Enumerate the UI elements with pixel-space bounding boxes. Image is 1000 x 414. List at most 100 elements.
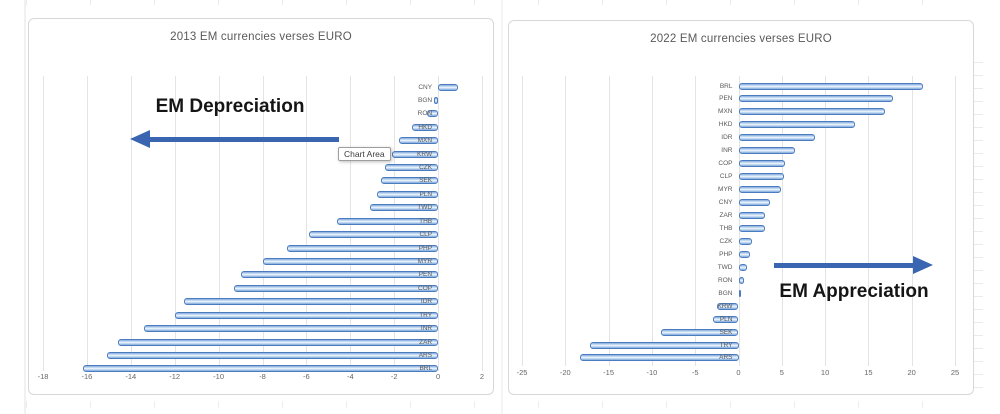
sheet-gridline [501, 0, 503, 414]
chart-2013[interactable]: 2013 EM currencies verses EURO -18 -16 -14… [28, 18, 494, 395]
category-label-twd: TWD [417, 204, 433, 212]
category-label-bgn: BGN [718, 289, 733, 297]
bar-cop[interactable] [234, 284, 439, 292]
bar-try[interactable] [174, 311, 439, 319]
x-axis-tick-label: -6 [303, 372, 310, 381]
bar-bgn[interactable] [433, 96, 439, 104]
x-axis-tick-label: 20 [907, 368, 916, 377]
gridline [174, 76, 176, 371]
x-axis-tick-label: 25 [950, 368, 960, 377]
bar-sek[interactable] [381, 177, 439, 185]
plot-area: -25 -20 -15 -10 -5 0 5 10 15 20 25 BRL PEN MXN HKD IDR I… [517, 76, 959, 377]
category-label-inr: INR [420, 325, 433, 333]
bar-php[interactable] [738, 250, 750, 258]
category-label-pen: PEN [719, 95, 733, 103]
bar-krw[interactable] [392, 150, 439, 158]
bar-idr[interactable] [183, 298, 439, 306]
x-axis-tick-label: -5 [691, 368, 699, 377]
category-label-pln: PLN [419, 190, 433, 198]
gridline [651, 76, 653, 366]
bar-myr[interactable] [738, 186, 781, 194]
gridline [738, 76, 740, 366]
category-label-try: TRY [719, 341, 733, 349]
bar-cny[interactable] [438, 83, 458, 91]
bar-czk[interactable] [385, 164, 439, 171]
category-label-thb: THB [419, 217, 433, 225]
bar-brl[interactable] [82, 365, 439, 373]
bar-clp[interactable] [738, 173, 785, 181]
category-label-ron: RON [417, 110, 433, 118]
gridline [695, 76, 697, 366]
bar-cny[interactable] [738, 199, 770, 206]
category-label-sek: SEK [719, 328, 733, 336]
bar-mxn[interactable] [398, 137, 439, 145]
right-arrow-head [913, 256, 933, 274]
bar-pen[interactable] [240, 271, 438, 279]
bar-cop[interactable] [738, 160, 786, 168]
bar-zar[interactable] [117, 338, 439, 346]
bar-hkd[interactable] [411, 123, 439, 131]
bar-php[interactable] [286, 244, 439, 252]
plot-area: -18 -16 -14 -12 -10 -8 -6 -4 -2 0 2 CNY BGN RON HKD MXN… [38, 76, 484, 381]
chart-title: 2013 EM currencies verses EURO [170, 31, 352, 43]
bar-ron[interactable] [427, 110, 439, 118]
left-arrow-head [130, 130, 150, 148]
bar-hkd[interactable] [738, 121, 856, 129]
bar-inr[interactable] [144, 325, 439, 333]
x-axis-tick-label: 0 [436, 372, 441, 381]
category-label-myr: MYR [718, 186, 733, 194]
bar-idr[interactable] [738, 134, 815, 142]
category-label-ars: ARS [719, 354, 733, 362]
category-label-bgn: BGN [418, 96, 433, 104]
category-label-zar: ZAR [419, 338, 433, 346]
bar-krw[interactable] [716, 302, 739, 310]
gridline [482, 76, 483, 371]
category-label-thb: THB [719, 224, 733, 232]
sheet-gridline [24, 0, 26, 414]
gridline [565, 76, 567, 366]
category-label-idr: IDR [420, 298, 433, 306]
gridline [608, 76, 610, 366]
gridline [218, 76, 220, 371]
gridline [911, 76, 913, 366]
bar-ars[interactable] [580, 354, 739, 362]
bar-pln[interactable] [713, 315, 739, 323]
bar-thb[interactable] [337, 217, 439, 225]
category-label-hkd: HKD [418, 123, 433, 131]
gridline [955, 76, 956, 366]
bar-ars[interactable] [106, 351, 439, 359]
bar-ron[interactable] [738, 276, 744, 284]
x-axis-tick-label: -16 [81, 372, 93, 381]
x-axis-tick-label: -2 [390, 372, 398, 381]
bar-bgn[interactable] [738, 289, 741, 297]
bar-clp[interactable] [308, 231, 439, 239]
category-label-clp: CLP [419, 231, 433, 239]
bar-twd[interactable] [738, 263, 748, 271]
x-axis-tick-label: -12 [169, 372, 181, 381]
bar-myr[interactable] [262, 258, 439, 265]
bar-twd[interactable] [370, 204, 439, 212]
bar-try[interactable] [589, 341, 739, 349]
bar-inr[interactable] [738, 147, 795, 155]
annotation-em-depreciation: EM Depreciation [155, 96, 305, 117]
chart-2022[interactable]: 2022 EM currencies verses EURO -25 -20 -15… [508, 20, 974, 395]
gridline [86, 76, 88, 371]
bar-pln[interactable] [376, 190, 439, 198]
bar-thb[interactable] [738, 224, 765, 232]
bar-czk[interactable] [738, 237, 752, 245]
bar-zar[interactable] [738, 212, 765, 219]
category-label-cny: CNY [718, 199, 733, 206]
bar-pen[interactable] [738, 95, 893, 103]
gridline [262, 76, 264, 371]
x-axis-tick-label: -14 [125, 372, 137, 381]
bar-mxn[interactable] [738, 108, 885, 116]
bar-sek[interactable] [661, 328, 739, 336]
category-label-mxn: MXN [417, 137, 433, 145]
sheet-gridline-dashes [26, 0, 986, 5]
category-label-clp: CLP [719, 173, 733, 181]
category-label-myr: MYR [417, 258, 433, 265]
x-axis-tick-label: -10 [213, 372, 225, 381]
bar-brl[interactable] [738, 82, 923, 90]
category-label-idr: IDR [721, 134, 733, 142]
x-axis-tick-label: 15 [864, 368, 873, 377]
